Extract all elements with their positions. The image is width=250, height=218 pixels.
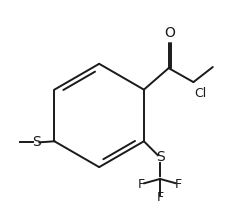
Text: Cl: Cl (194, 87, 207, 100)
Text: S: S (32, 135, 40, 149)
Text: F: F (138, 178, 145, 191)
Text: S: S (156, 150, 164, 164)
Text: F: F (156, 191, 164, 204)
Text: F: F (175, 178, 182, 191)
Text: O: O (164, 26, 175, 40)
